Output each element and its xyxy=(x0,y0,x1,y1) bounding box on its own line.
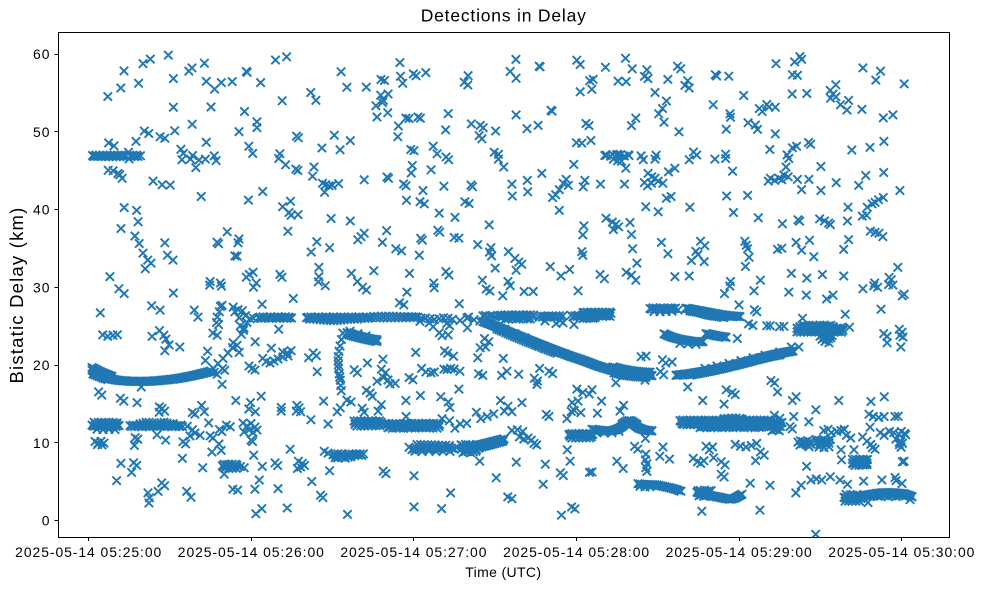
svg-text:50: 50 xyxy=(33,124,50,140)
svg-text:20: 20 xyxy=(33,357,50,373)
svg-text:2025-05-14 05:27:00: 2025-05-14 05:27:00 xyxy=(340,544,487,560)
svg-text:2025-05-14 05:29:00: 2025-05-14 05:29:00 xyxy=(666,544,813,560)
svg-text:60: 60 xyxy=(33,46,50,62)
svg-text:Bistatic Delay (km): Bistatic Delay (km) xyxy=(6,207,27,384)
svg-text:2025-05-14 05:28:00: 2025-05-14 05:28:00 xyxy=(503,544,650,560)
svg-text:2025-05-14 05:26:00: 2025-05-14 05:26:00 xyxy=(178,544,325,560)
svg-text:Detections in Delay: Detections in Delay xyxy=(421,6,587,26)
svg-text:2025-05-14 05:25:00: 2025-05-14 05:25:00 xyxy=(15,544,162,560)
svg-text:0: 0 xyxy=(42,513,51,529)
svg-text:30: 30 xyxy=(33,279,50,295)
svg-text:2025-05-14 05:30:00: 2025-05-14 05:30:00 xyxy=(828,544,975,560)
svg-text:10: 10 xyxy=(33,435,50,451)
svg-text:Time (UTC): Time (UTC) xyxy=(465,564,541,580)
svg-text:40: 40 xyxy=(33,202,50,218)
